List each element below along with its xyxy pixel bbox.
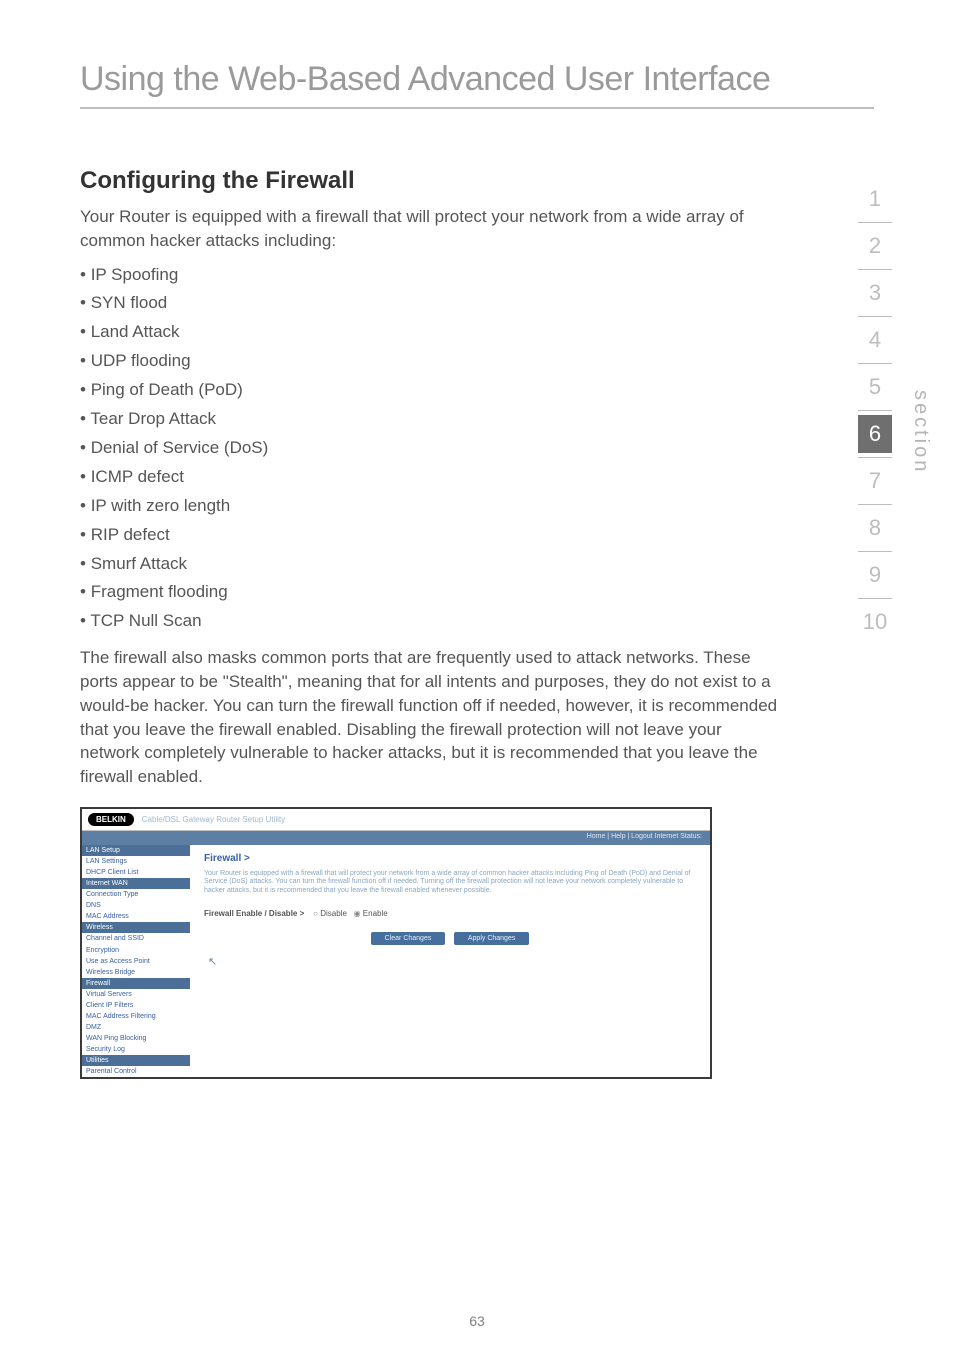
ss-sidebar-item[interactable]: MAC Address: [82, 911, 190, 922]
intro-paragraph: Your Router is equipped with a firewall …: [80, 205, 780, 253]
ss-sidebar-item[interactable]: Use as Access Point: [82, 956, 190, 967]
ss-button-row: Clear Changes Apply Changes: [204, 932, 696, 945]
nav-separator: [858, 269, 892, 270]
ss-sidebar-item[interactable]: WAN Ping Blocking: [82, 1033, 190, 1044]
nav-separator: [858, 316, 892, 317]
ss-sidebar-item[interactable]: LAN Settings: [82, 856, 190, 867]
ss-sidebar-item[interactable]: Virtual Servers: [82, 989, 190, 1000]
list-item: ICMP defect: [80, 463, 780, 492]
list-item: RIP defect: [80, 521, 780, 550]
list-item: SYN flood: [80, 289, 780, 318]
list-item: Ping of Death (PoD): [80, 376, 780, 405]
title-rule: [80, 107, 874, 109]
attack-list: IP Spoofing SYN flood Land Attack UDP fl…: [80, 261, 780, 637]
ss-sidebar-item[interactable]: Encryption: [82, 945, 190, 956]
page-title: Using the Web-Based Advanced User Interf…: [80, 60, 874, 99]
section-nav-4[interactable]: 4: [858, 321, 892, 359]
ss-sidebar-item[interactable]: Parental Control: [82, 1066, 190, 1077]
ss-sidebar-category: Wireless: [82, 922, 190, 933]
cursor-icon: ↖: [208, 955, 696, 968]
list-item: IP with zero length: [80, 492, 780, 521]
ss-breadcrumb: Cable/DSL Gateway Router Setup Utility: [142, 815, 285, 824]
nav-separator: [858, 551, 892, 552]
router-ui-screenshot: BELKIN Cable/DSL Gateway Router Setup Ut…: [80, 807, 712, 1080]
apply-changes-button[interactable]: Apply Changes: [454, 932, 529, 945]
ss-sidebar: LAN SetupLAN SettingsDHCP Client ListInt…: [82, 845, 190, 1078]
body-paragraph: The firewall also masks common ports tha…: [80, 646, 780, 789]
clear-changes-button[interactable]: Clear Changes: [371, 932, 446, 945]
section-nav-2[interactable]: 2: [858, 227, 892, 265]
section-nav-7[interactable]: 7: [858, 462, 892, 500]
list-item: TCP Null Scan: [80, 607, 780, 636]
list-item: Fragment flooding: [80, 578, 780, 607]
section-nav-8[interactable]: 8: [858, 509, 892, 547]
section-nav-6[interactable]: 6: [858, 415, 892, 453]
section-nav-9[interactable]: 9: [858, 556, 892, 594]
ss-sidebar-category: Utilities: [82, 1055, 190, 1066]
ss-sidebar-category: LAN Setup: [82, 845, 190, 856]
ss-sidebar-category: Firewall: [82, 978, 190, 989]
ss-sidebar-item[interactable]: Channel and SSID: [82, 933, 190, 944]
ss-header: BELKIN Cable/DSL Gateway Router Setup Ut…: [82, 809, 710, 831]
belkin-logo: BELKIN: [88, 813, 134, 826]
list-item: Smurf Attack: [80, 550, 780, 579]
list-item: Denial of Service (DoS): [80, 434, 780, 463]
ss-sidebar-item[interactable]: MAC Address Filtering: [82, 1011, 190, 1022]
nav-separator: [858, 222, 892, 223]
radio-enable[interactable]: ◉: [354, 909, 363, 918]
ss-sidebar-item[interactable]: Security Log: [82, 1044, 190, 1055]
ss-sidebar-item[interactable]: DNS: [82, 900, 190, 911]
ss-sidebar-item[interactable]: Client IP Filters: [82, 1000, 190, 1011]
ss-main: Firewall > Your Router is equipped with …: [190, 845, 710, 1078]
list-item: UDP flooding: [80, 347, 780, 376]
ss-sidebar-item[interactable]: DMZ: [82, 1022, 190, 1033]
nav-separator: [858, 410, 892, 411]
list-item: Land Attack: [80, 318, 780, 347]
page-number: 63: [0, 1313, 954, 1329]
opt-enable-label: Enable: [363, 909, 388, 918]
section-nav-1[interactable]: 1: [858, 180, 892, 218]
section-heading: Configuring the Firewall: [80, 167, 780, 195]
nav-separator: [858, 504, 892, 505]
main-content: Configuring the Firewall Your Router is …: [80, 167, 780, 1079]
section-nav-3[interactable]: 3: [858, 274, 892, 312]
opt-disable-label: Disable: [320, 909, 347, 918]
ss-main-desc: Your Router is equipped with a firewall …: [204, 870, 696, 895]
ss-sidebar-item[interactable]: Wireless Bridge: [82, 967, 190, 978]
list-item: Tear Drop Attack: [80, 405, 780, 434]
section-nav-5[interactable]: 5: [858, 368, 892, 406]
nav-separator: [858, 598, 892, 599]
ss-sidebar-item[interactable]: Connection Type: [82, 889, 190, 900]
section-nav: 1 2 3 4 5 6 7 8 9 10: [858, 180, 892, 641]
ss-toggle-row: Firewall Enable / Disable > ○ Disable ◉ …: [204, 909, 696, 918]
list-item: IP Spoofing: [80, 261, 780, 290]
section-nav-10[interactable]: 10: [858, 603, 892, 641]
ss-sidebar-item[interactable]: DHCP Client List: [82, 867, 190, 878]
ss-main-heading: Firewall >: [204, 853, 696, 864]
nav-separator: [858, 457, 892, 458]
nav-separator: [858, 363, 892, 364]
section-label: section: [909, 390, 932, 474]
ss-toggle-label: Firewall Enable / Disable >: [204, 909, 304, 918]
ss-sidebar-category: Internet WAN: [82, 878, 190, 889]
ss-topbar: Home | Help | Logout Internet Status:: [82, 831, 710, 845]
